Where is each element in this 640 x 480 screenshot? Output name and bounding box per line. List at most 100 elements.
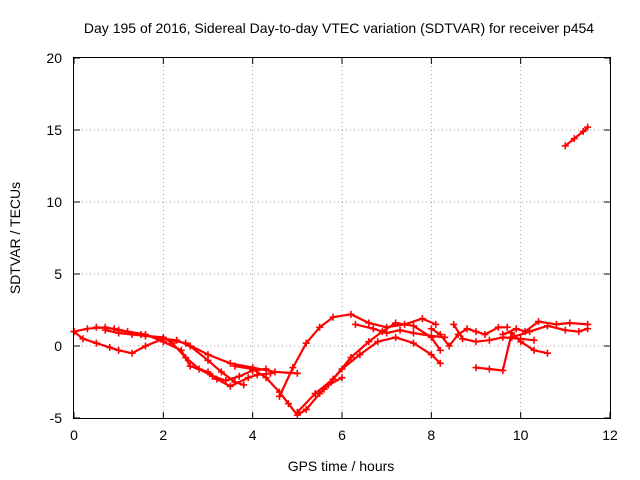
series-line [72,326,299,375]
data-point [463,325,471,333]
series-track-12 [472,329,551,374]
data-point [320,385,328,393]
data-point [275,392,283,400]
data-point [110,325,118,333]
data-point [235,372,243,380]
series-line [323,336,442,391]
data-point [262,365,270,373]
series-track-2 [70,328,248,389]
data-point [204,356,212,364]
data-point [284,400,292,408]
y-tick-label: 15 [46,122,62,138]
data-point [347,354,355,362]
data-point [472,364,480,372]
data-point [293,408,301,416]
series-track-3 [101,326,270,385]
x-tick-label: 8 [427,427,435,443]
data-point [436,359,444,367]
series-track-4 [92,323,275,390]
data-point [374,338,382,346]
chart-title: Day 195 of 2016, Sidereal Day-to-day VTE… [84,20,594,36]
data-point [141,342,149,350]
x-tick-label: 4 [249,427,257,443]
data-point [115,346,123,354]
data-point [472,328,480,336]
data-point [141,330,149,338]
data-series [70,123,592,419]
data-point [445,342,453,350]
y-tick-label: 0 [54,338,62,354]
data-point [249,365,257,373]
data-point [173,336,181,344]
data-point [267,369,275,377]
series-track-14 [508,322,592,341]
data-point [392,333,400,341]
data-point [302,405,310,413]
y-axis-label: SDTVAR / TECUs [7,182,23,294]
plot-frame [73,57,611,419]
data-point [503,323,511,331]
data-point [499,330,507,338]
y-tick-label: -5 [50,410,63,426]
data-point [244,374,252,382]
data-point [432,320,440,328]
data-point [584,325,592,333]
x-tick-label: 10 [513,427,529,443]
data-point [262,374,270,382]
data-point [347,310,355,318]
data-point [302,339,310,347]
data-point [570,135,578,143]
data-point [316,323,324,331]
data-point [499,366,507,374]
data-point [213,375,221,383]
data-point [289,364,297,372]
data-point [186,342,194,350]
data-point [481,330,489,338]
data-point [427,325,435,333]
data-point [561,142,569,150]
series-line [564,125,589,147]
series-track-5 [231,362,346,419]
series-line [296,321,442,414]
data-point [584,123,592,131]
series-track-15 [561,123,592,150]
data-point [226,359,234,367]
series-track-8 [320,333,444,393]
data-point [240,381,248,389]
data-point [217,368,225,376]
data-point [329,313,337,321]
data-point [579,127,587,135]
data-point [485,365,493,373]
data-point [92,339,100,347]
data-point [186,362,194,370]
data-point [177,346,185,354]
data-point [311,390,319,398]
data-point [485,336,493,344]
data-point [351,320,359,328]
data-point [409,339,417,347]
x-tick-label: 6 [338,427,346,443]
x-tick-label: 0 [70,427,78,443]
data-point [450,320,458,328]
series-track-6 [275,310,440,400]
y-tick-label: 10 [46,194,62,210]
data-point [392,319,400,327]
data-point [566,319,574,327]
x-tick-label: 2 [159,427,167,443]
data-point [365,319,373,327]
data-point [409,322,417,330]
data-point [526,328,534,336]
data-point [427,332,435,340]
data-point [512,325,520,333]
x-axis-label: GPS time / hours [288,458,395,474]
data-point [530,336,538,344]
data-point [159,338,167,346]
data-point [535,318,543,326]
data-point [436,330,444,338]
data-point [338,365,346,373]
data-point [369,325,377,333]
series-line [430,326,509,348]
data-point [293,369,301,377]
data-point [543,349,551,357]
